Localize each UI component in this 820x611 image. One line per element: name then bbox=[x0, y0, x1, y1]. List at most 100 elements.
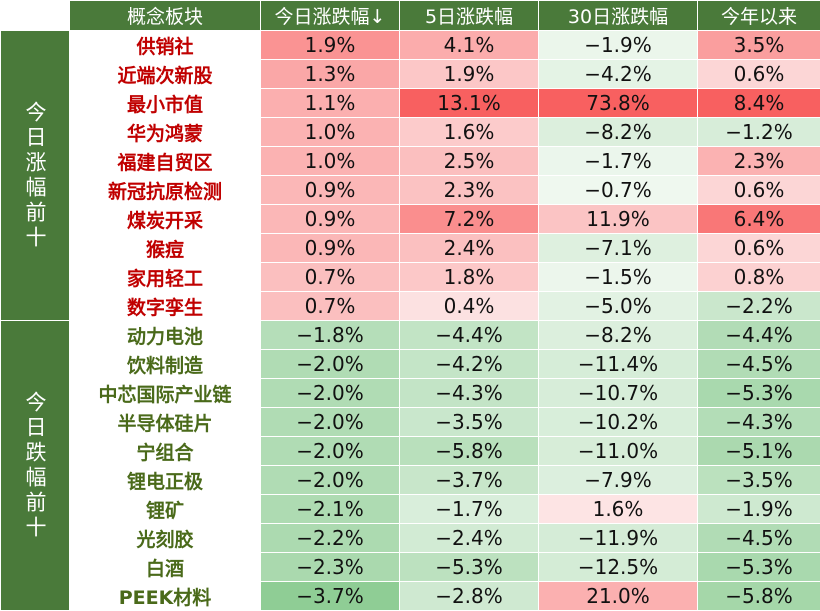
cell-5d-change: 2.4% bbox=[400, 234, 539, 263]
cell-ytd-change: 0.6% bbox=[698, 176, 820, 205]
sector-name[interactable]: 供销社 bbox=[70, 31, 261, 60]
cell-today-change: 0.9% bbox=[261, 205, 400, 234]
sector-name[interactable]: 动力电池 bbox=[70, 321, 261, 350]
sector-name[interactable]: 猴痘 bbox=[70, 234, 261, 263]
cell-ytd-change: −3.5% bbox=[698, 466, 820, 495]
cell-ytd-change: −1.2% bbox=[698, 118, 820, 147]
table-row[interactable]: 中芯国际产业链−2.0%−4.3%−10.7%−5.3% bbox=[1, 379, 820, 408]
sector-name[interactable]: 锂矿 bbox=[70, 495, 261, 524]
cell-ytd-change: −4.3% bbox=[698, 408, 820, 437]
sector-name[interactable]: 家用轻工 bbox=[70, 263, 261, 292]
table-row[interactable]: 锂矿−2.1%−1.7%1.6%−1.9% bbox=[1, 495, 820, 524]
cell-today-change: 0.9% bbox=[261, 176, 400, 205]
cell-30d-change: −4.2% bbox=[539, 60, 698, 89]
table-row[interactable]: 锂电正极−2.0%−3.7%−7.9%−3.5% bbox=[1, 466, 820, 495]
cell-5d-change: −4.2% bbox=[400, 350, 539, 379]
header-corner bbox=[1, 1, 70, 31]
cell-ytd-change: −5.3% bbox=[698, 379, 820, 408]
sector-name[interactable]: 福建自贸区 bbox=[70, 147, 261, 176]
cell-5d-change: −4.3% bbox=[400, 379, 539, 408]
cell-today-change: 0.9% bbox=[261, 234, 400, 263]
cell-ytd-change: 3.5% bbox=[698, 31, 820, 60]
cell-ytd-change: −5.8% bbox=[698, 582, 820, 611]
cell-30d-change: 73.8% bbox=[539, 89, 698, 118]
cell-5d-change: −4.4% bbox=[400, 321, 539, 350]
cell-today-change: −2.1% bbox=[261, 495, 400, 524]
sector-name[interactable]: 半导体硅片 bbox=[70, 408, 261, 437]
cell-5d-change: 13.1% bbox=[400, 89, 539, 118]
table-row[interactable]: 饮料制造−2.0%−4.2%−11.4%−4.5% bbox=[1, 350, 820, 379]
cell-ytd-change: 0.6% bbox=[698, 234, 820, 263]
header-today-change[interactable]: 今日涨跌幅↓ bbox=[261, 1, 400, 31]
header-row: 概念板块 今日涨跌幅↓ 5日涨跌幅 30日涨跌幅 今年以来 bbox=[1, 1, 820, 31]
sector-name[interactable]: 白酒 bbox=[70, 553, 261, 582]
cell-today-change: 1.0% bbox=[261, 147, 400, 176]
table-row[interactable]: 今日跌幅前十动力电池−1.8%−4.4%−8.2%−4.4% bbox=[1, 321, 820, 350]
cell-ytd-change: 0.6% bbox=[698, 60, 820, 89]
cell-today-change: 1.9% bbox=[261, 31, 400, 60]
header-30d-change[interactable]: 30日涨跌幅 bbox=[539, 1, 698, 31]
sector-name[interactable]: 最小市值 bbox=[70, 89, 261, 118]
cell-5d-change: −2.4% bbox=[400, 524, 539, 553]
cell-ytd-change: 6.4% bbox=[698, 205, 820, 234]
sector-name[interactable]: 饮料制造 bbox=[70, 350, 261, 379]
cell-30d-change: 21.0% bbox=[539, 582, 698, 611]
sector-name[interactable]: PEEK材料 bbox=[70, 582, 261, 611]
cell-5d-change: −5.3% bbox=[400, 553, 539, 582]
sector-name[interactable]: 光刻胶 bbox=[70, 524, 261, 553]
table-row[interactable]: 光刻胶−2.2%−2.4%−11.9%−4.5% bbox=[1, 524, 820, 553]
cell-30d-change: −11.4% bbox=[539, 350, 698, 379]
cell-ytd-change: 8.4% bbox=[698, 89, 820, 118]
sector-name[interactable]: 数字孪生 bbox=[70, 292, 261, 321]
table-row[interactable]: PEEK材料−3.7%−2.8%21.0%−5.8% bbox=[1, 582, 820, 611]
cell-5d-change: 1.6% bbox=[400, 118, 539, 147]
group-label-top-losers: 今日跌幅前十 bbox=[1, 321, 70, 611]
cell-30d-change: 11.9% bbox=[539, 205, 698, 234]
header-ytd-change[interactable]: 今年以来 bbox=[698, 1, 820, 31]
cell-5d-change: 2.5% bbox=[400, 147, 539, 176]
cell-today-change: −2.0% bbox=[261, 350, 400, 379]
cell-5d-change: −2.8% bbox=[400, 582, 539, 611]
sector-name[interactable]: 煤炭开采 bbox=[70, 205, 261, 234]
sector-name[interactable]: 华为鸿蒙 bbox=[70, 118, 261, 147]
sector-name[interactable]: 锂电正极 bbox=[70, 466, 261, 495]
sector-name[interactable]: 近端次新股 bbox=[70, 60, 261, 89]
cell-30d-change: −12.5% bbox=[539, 553, 698, 582]
cell-30d-change: 1.6% bbox=[539, 495, 698, 524]
cell-5d-change: 4.1% bbox=[400, 31, 539, 60]
cell-30d-change: −11.9% bbox=[539, 524, 698, 553]
header-concept[interactable]: 概念板块 bbox=[70, 1, 261, 31]
sector-name[interactable]: 宁组合 bbox=[70, 437, 261, 466]
cell-today-change: −2.2% bbox=[261, 524, 400, 553]
cell-today-change: −3.7% bbox=[261, 582, 400, 611]
table-row[interactable]: 宁组合−2.0%−5.8%−11.0%−5.1% bbox=[1, 437, 820, 466]
cell-today-change: 1.1% bbox=[261, 89, 400, 118]
table-row[interactable]: 半导体硅片−2.0%−3.5%−10.2%−4.3% bbox=[1, 408, 820, 437]
cell-ytd-change: −1.9% bbox=[698, 495, 820, 524]
cell-5d-change: 1.8% bbox=[400, 263, 539, 292]
cell-today-change: −2.0% bbox=[261, 466, 400, 495]
table-row[interactable]: 白酒−2.3%−5.3%−12.5%−5.3% bbox=[1, 553, 820, 582]
header-5d-change[interactable]: 5日涨跌幅 bbox=[400, 1, 539, 31]
cell-today-change: 1.3% bbox=[261, 60, 400, 89]
cell-5d-change: −3.7% bbox=[400, 466, 539, 495]
cell-30d-change: −5.0% bbox=[539, 292, 698, 321]
sector-name[interactable]: 新冠抗原检测 bbox=[70, 176, 261, 205]
sector-name[interactable]: 中芯国际产业链 bbox=[70, 379, 261, 408]
cell-today-change: −2.3% bbox=[261, 553, 400, 582]
cell-30d-change: −10.2% bbox=[539, 408, 698, 437]
cell-5d-change: 0.4% bbox=[400, 292, 539, 321]
cell-30d-change: −1.9% bbox=[539, 31, 698, 60]
cell-5d-change: −3.5% bbox=[400, 408, 539, 437]
